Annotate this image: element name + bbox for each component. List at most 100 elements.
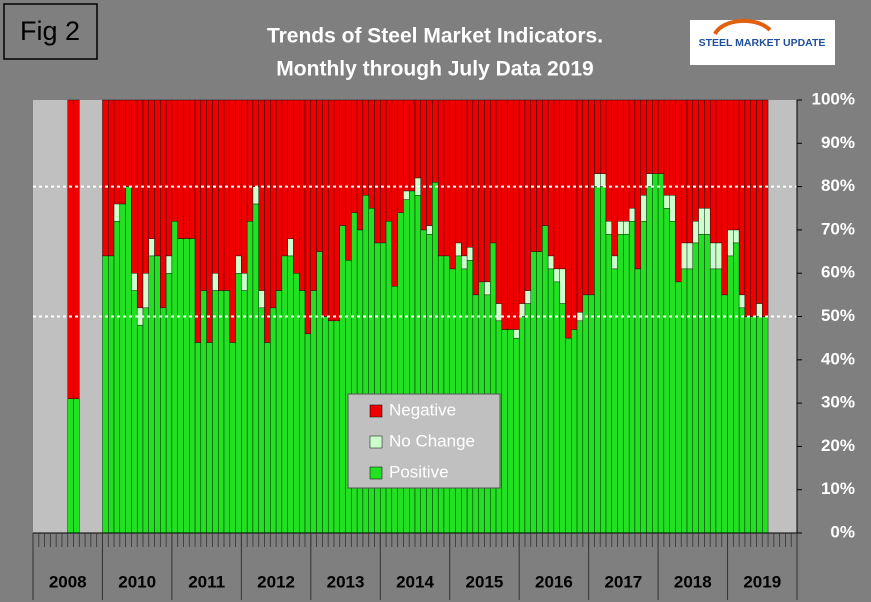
bar-segment	[287, 99, 294, 239]
x-group-label: 2015	[466, 572, 504, 591]
bar-segment	[327, 320, 335, 534]
bar-segment	[715, 242, 722, 270]
bar-segment	[617, 221, 624, 235]
bar-segment	[281, 99, 288, 257]
bar-segment	[559, 303, 566, 534]
bar-segment	[628, 208, 636, 222]
fig-box	[3, 3, 98, 60]
fig-label: Fig 2	[20, 16, 80, 46]
bar-segment	[403, 99, 410, 192]
bar-segment	[762, 99, 769, 317]
x-group-label: 2018	[674, 572, 712, 591]
x-group-label: 2011	[188, 572, 225, 591]
bar-segment	[206, 99, 213, 343]
bar-segment	[715, 268, 722, 534]
bar-segment	[356, 99, 364, 231]
bar-segment	[634, 268, 641, 534]
bar-segment	[709, 268, 717, 534]
bar-segment	[565, 99, 572, 339]
bar-segment	[108, 255, 115, 534]
bar-segment	[646, 99, 653, 174]
bar-segment	[455, 242, 462, 257]
bar-segment	[756, 303, 763, 317]
bar-segment	[264, 342, 271, 534]
bar-segment	[345, 99, 352, 261]
y-tick-label: 90%	[821, 133, 855, 152]
bar-segment	[148, 238, 155, 257]
bar-segment	[530, 99, 537, 252]
bar-segment	[223, 99, 230, 291]
bar-segment	[125, 99, 132, 187]
bar-segment	[744, 316, 751, 534]
bar-segment	[218, 290, 225, 534]
bar-segment	[738, 307, 746, 534]
bar-segment	[189, 99, 196, 239]
bar-segment	[490, 99, 497, 244]
bar-segment	[709, 99, 717, 244]
x-group-label: 2012	[257, 572, 295, 591]
y-tick-label: 20%	[821, 436, 855, 455]
bar-segment	[727, 99, 734, 231]
bar-segment	[235, 273, 242, 534]
bar-segment	[304, 99, 312, 335]
bar-segment	[148, 99, 155, 239]
bar-segment	[750, 99, 757, 317]
bar-segment	[530, 251, 537, 534]
bar-segment	[698, 99, 705, 209]
bar-segment	[611, 255, 618, 270]
bar-segment	[426, 99, 433, 226]
bar-segment	[542, 99, 549, 226]
bar-segment	[229, 342, 236, 534]
y-tick-label: 80%	[821, 176, 855, 195]
bar-segment	[727, 229, 734, 257]
legend-swatch	[369, 435, 383, 449]
bar-segment	[623, 234, 630, 534]
bar-segment	[559, 99, 566, 270]
bar-segment	[368, 99, 375, 209]
bar-segment	[194, 99, 202, 343]
bar-segment	[67, 398, 74, 534]
x-group-label: 2014	[396, 572, 434, 591]
bar-segment	[652, 173, 659, 534]
bar-segment	[663, 99, 670, 196]
bar-segment	[246, 99, 254, 222]
bar-segment	[605, 99, 612, 222]
bar-segment	[443, 99, 450, 257]
x-group-label: 2008	[49, 572, 87, 591]
bar-segment	[507, 99, 514, 330]
bar-segment	[628, 99, 636, 209]
bar-segment	[397, 99, 404, 213]
bar-segment	[524, 303, 531, 534]
x-group-label: 2010	[118, 572, 156, 591]
bar-segment	[721, 294, 728, 534]
x-group-label: 2019	[743, 572, 781, 591]
legend-swatch	[369, 466, 383, 480]
bar-segment	[67, 99, 74, 399]
legend-label: Positive	[389, 462, 449, 481]
bar-segment	[206, 342, 213, 534]
bar-segment	[275, 290, 283, 534]
bar-segment	[171, 99, 178, 222]
logo-text: STEEL MARKET UPDATE	[699, 37, 826, 49]
bar-segment	[524, 290, 531, 304]
bar-segment	[119, 203, 126, 534]
bar-segment	[148, 255, 155, 534]
bar-segment	[617, 234, 624, 534]
bar-segment	[235, 255, 242, 274]
bar-segment	[669, 99, 676, 196]
bar-segment	[327, 99, 335, 322]
bar-segment	[611, 268, 618, 534]
bar-segment	[640, 195, 647, 222]
bar-segment	[588, 99, 595, 296]
bar-segment	[333, 99, 340, 322]
bar-segment	[351, 99, 358, 213]
bar-segment	[652, 99, 659, 174]
bar-segment	[657, 99, 665, 174]
bar-segment	[663, 208, 670, 534]
bar-segment	[437, 99, 445, 257]
bar-segment	[171, 221, 178, 534]
bar-segment	[681, 268, 688, 534]
bar-segment	[200, 290, 207, 534]
bar-segment	[478, 99, 485, 283]
y-tick-label: 100%	[812, 89, 855, 108]
